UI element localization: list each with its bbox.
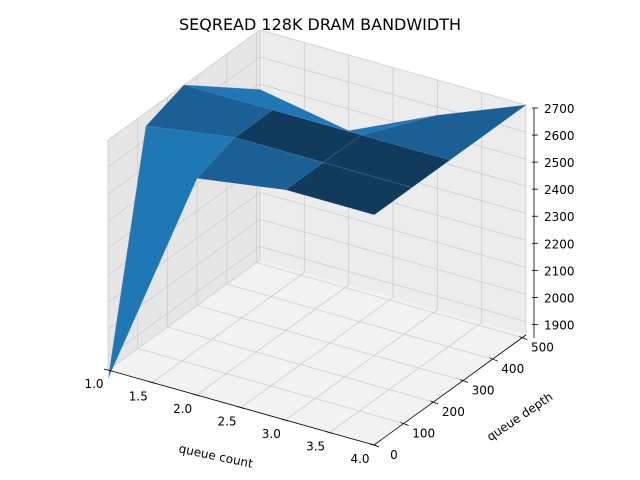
x-tick-label: 1.0	[84, 377, 103, 391]
z-tick-label: 2700	[544, 102, 575, 116]
x-tick-mark	[236, 406, 245, 409]
z-tick-label: 2100	[544, 264, 575, 278]
x-tick-mark	[148, 381, 156, 384]
grid-line-z	[107, 218, 527, 330]
y-tick-label: 500	[531, 341, 554, 355]
surface-plot	[108, 84, 527, 378]
y-tick-mark	[459, 379, 469, 383]
grid-line-z	[107, 191, 527, 303]
x-tick-mark	[281, 418, 289, 422]
x-tick-mark	[325, 431, 333, 434]
grid-line-z	[107, 246, 527, 357]
x-tick-label: 4.0	[350, 452, 369, 466]
y-tick-label: 400	[501, 362, 524, 376]
axis-lines	[103, 107, 538, 448]
y-tick-mark	[400, 422, 409, 426]
x-axis-label: queue count	[178, 441, 255, 470]
y-axis-line	[373, 334, 527, 446]
x-tick-mark	[103, 368, 112, 372]
z-tick-label: 1900	[544, 318, 575, 332]
y-axis-label: queue depth	[484, 390, 555, 444]
y-tick-label: 200	[442, 405, 465, 419]
tick-labels: 1.0 1.5 2.0 2.5 3.0 3.5 4.0 0 100 200 300 400 500 190…	[84, 102, 574, 466]
x-tick-label: 1.5	[129, 390, 148, 404]
x-tick-label: 3.5	[306, 440, 325, 454]
grid-line-x	[329, 92, 483, 433]
z-tick-label: 2300	[544, 210, 575, 224]
y-tick-label: 100	[412, 427, 435, 441]
z-tick-label: 2600	[544, 129, 575, 143]
x-tick-label: 3.0	[262, 427, 281, 441]
z-tick-label: 2000	[544, 291, 575, 305]
chart-title: SEQREAD 128K DRAM BANDWIDTH	[179, 15, 461, 34]
y-tick-label: 0	[390, 448, 398, 462]
x-tick-label: 2.0	[173, 402, 192, 416]
y-tick-label: 300	[472, 384, 495, 398]
grid-line-z	[107, 29, 527, 141]
z-tick-label: 2200	[544, 237, 575, 251]
y-tick-mark	[489, 357, 498, 362]
x-tick-mark	[192, 393, 200, 397]
y-tick-mark	[519, 336, 528, 340]
x-tick-label: 2.5	[217, 415, 236, 429]
z-tick-label: 2500	[544, 156, 575, 170]
y-tick-mark	[370, 443, 380, 448]
z-tick-label: 2400	[544, 183, 575, 197]
y-tick-mark	[430, 400, 439, 405]
surface-facet	[285, 162, 413, 215]
